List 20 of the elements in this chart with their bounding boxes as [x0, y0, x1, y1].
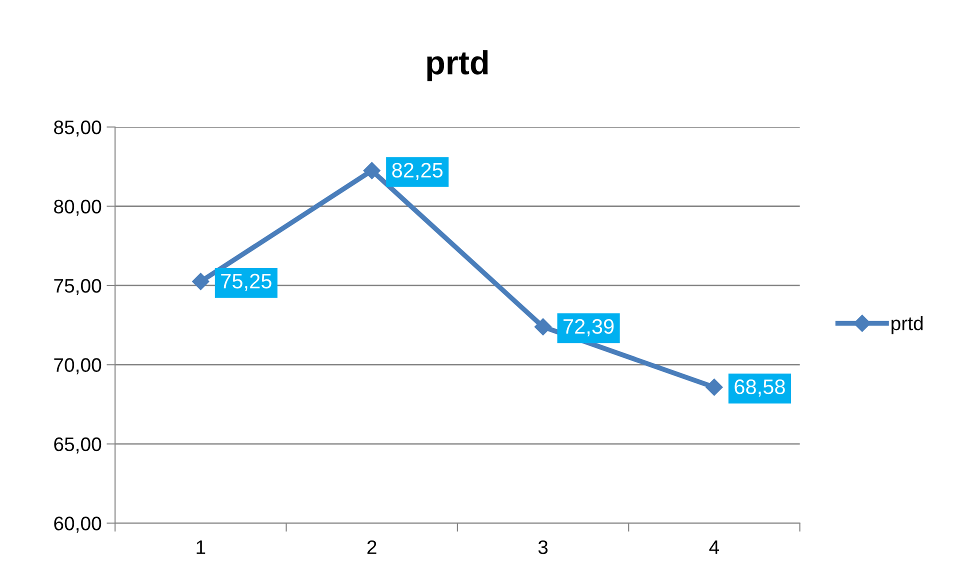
chart-title: prtd — [427, 50, 488, 82]
point — [534, 318, 552, 336]
x-tick-label: 2 — [367, 540, 376, 554]
point — [192, 272, 210, 290]
x-tick-label: 3 — [538, 540, 548, 554]
data-label: 68,58 — [734, 379, 785, 397]
y-tick-label: 70,00 — [54, 358, 102, 374]
data-label: 72,39 — [564, 319, 614, 336]
x-tick-label: 4 — [709, 540, 720, 554]
point — [363, 162, 380, 180]
y-tick-label: 75,00 — [54, 278, 102, 296]
x-tick-label: 1 — [196, 540, 206, 554]
data-label: 75,25 — [221, 274, 272, 291]
point — [706, 378, 723, 396]
y-tick-label: 85,00 — [54, 120, 102, 137]
data-label: 82,25 — [392, 162, 443, 180]
y-tick-label: 60,00 — [54, 516, 102, 533]
legend-label: prtd — [892, 316, 923, 334]
y-tick-label: 65,00 — [54, 437, 102, 454]
y-tick-label: 80,00 — [54, 200, 102, 216]
